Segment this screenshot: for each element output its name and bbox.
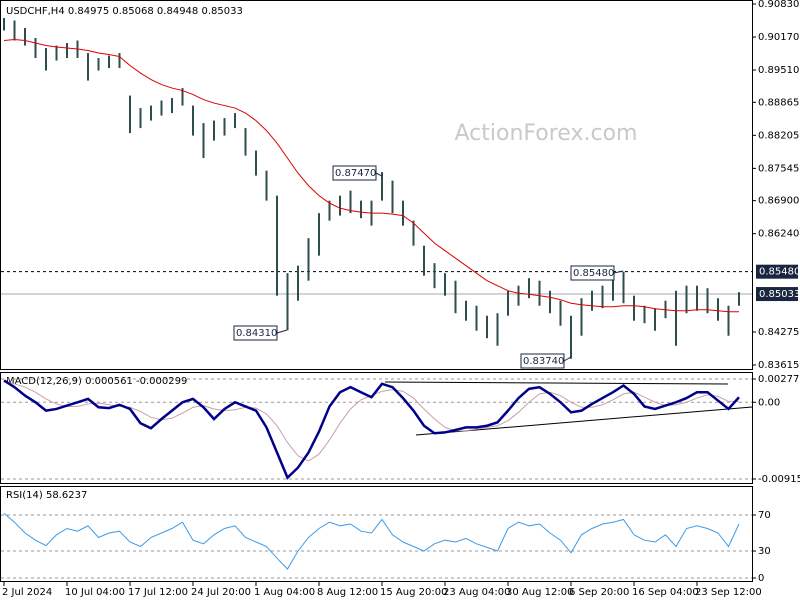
price-panel: [0, 0, 753, 370]
level-label-box: [756, 264, 798, 279]
macd-title: MACD(12,26,9) 0.000561 -0.000299: [6, 376, 187, 387]
y-tick-label: 0.88865: [758, 97, 799, 108]
x-tick-label: 24 Jul 20:00: [191, 587, 251, 598]
y-tick-label: 0.89510: [758, 65, 799, 76]
watermark: ActionForex.com: [455, 121, 638, 146]
level-label: 0.85033: [759, 289, 800, 300]
annotation-leader: [563, 356, 572, 362]
x-tick-label: 30 Aug 12:00: [506, 587, 573, 598]
x-tick-label: 6 Sep 20:00: [569, 587, 629, 598]
annotation-leader: [276, 329, 288, 334]
rsi-line: [3, 512, 740, 570]
y-tick-label: 70: [758, 510, 771, 521]
annotation: 0.87470: [335, 168, 376, 179]
y-tick-label: 0.86900: [758, 196, 799, 207]
y-tick-label: 0.002776: [758, 374, 800, 385]
annotation: 0.83740: [523, 356, 564, 367]
annotation-leader: [375, 172, 383, 177]
y-tick-label: 30: [758, 546, 771, 557]
y-tick-label: 0: [758, 573, 764, 584]
level-label-box: [756, 287, 798, 302]
rsi-panel: [0, 486, 753, 582]
x-tick-label: 16 Sep 04:00: [632, 587, 699, 598]
annotation-leader: [613, 270, 624, 274]
trend-line: [384, 381, 729, 385]
x-tick-label: 15 Aug 20:00: [380, 587, 447, 598]
x-tick-label: 23 Sep 12:00: [695, 587, 762, 598]
y-tick-label: 0.86240: [758, 229, 799, 240]
y-tick-label: -0.009159: [758, 474, 800, 485]
x-tick-label: 23 Aug 04:00: [443, 587, 510, 598]
moving-average: [3, 39, 739, 313]
price-title: USDCHF,H4 0.84975 0.85068 0.84948 0.8503…: [6, 6, 243, 17]
x-tick-label: 17 Jul 12:00: [128, 587, 188, 598]
x-tick-label: 2 Jul 2024: [2, 587, 52, 598]
x-tick-label: 8 Aug 12:00: [317, 587, 378, 598]
rsi-title: RSI(14) 58.6237: [6, 490, 87, 501]
macd-panel: [0, 372, 753, 484]
y-tick-label: 0.83615: [758, 360, 799, 371]
y-tick-label: 0.87545: [758, 163, 799, 174]
x-tick-label: 1 Aug 04:00: [254, 587, 315, 598]
y-tick-label: 0.84275: [758, 327, 799, 338]
level-label: 0.85480: [759, 267, 800, 278]
y-tick-label: 0.90170: [758, 32, 799, 43]
x-tick-label: 10 Jul 04:00: [65, 587, 125, 598]
annotation: 0.85480: [573, 268, 614, 279]
trend-line: [415, 406, 753, 436]
annotation: 0.84310: [236, 328, 277, 339]
y-tick-label: 0.00: [758, 397, 780, 408]
y-tick-label: 0.90830: [758, 0, 799, 10]
macd-line: [3, 379, 740, 480]
y-tick-label: 0.88205: [758, 130, 799, 141]
